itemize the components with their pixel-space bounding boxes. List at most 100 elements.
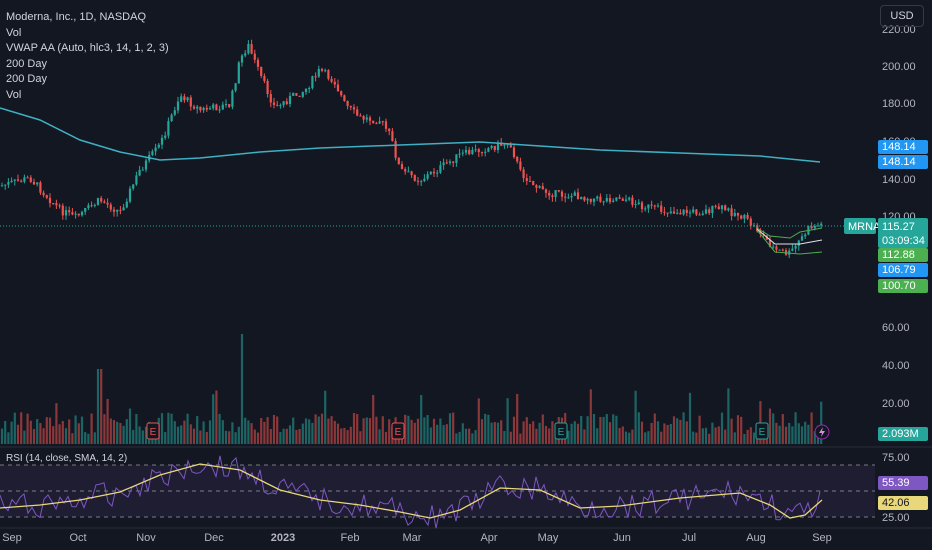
rsi-sma-badge-box <box>878 496 928 510</box>
volume-bar <box>666 424 669 444</box>
volume-bar <box>93 432 96 444</box>
candle-body <box>480 152 484 154</box>
legend-ma-2[interactable]: 200 Day <box>6 73 47 85</box>
volume-bar <box>77 423 80 444</box>
candle-body <box>68 210 71 213</box>
volume-bar <box>384 431 388 444</box>
volume-bar <box>52 426 55 444</box>
currency-button[interactable]: USD <box>880 5 924 27</box>
symbol-title[interactable]: Moderna, Inc., 1D, NASDAQ <box>6 11 146 23</box>
candle-body <box>407 171 410 173</box>
candle-body <box>52 203 55 205</box>
candle-body <box>208 108 212 110</box>
volume-bar <box>295 429 298 444</box>
volume-bar <box>464 428 468 444</box>
volume-bar <box>484 413 487 444</box>
candle-body <box>55 203 58 206</box>
volume-bar <box>653 413 656 444</box>
volume-bar <box>807 424 810 444</box>
legend-vol[interactable]: Vol <box>6 26 22 39</box>
volume-bar <box>119 422 122 444</box>
volume-bar <box>448 413 452 444</box>
candle-body <box>116 209 119 212</box>
candle-body <box>10 180 13 183</box>
candle-body <box>618 197 621 199</box>
candle-body <box>640 202 644 210</box>
volume-bar <box>45 417 48 444</box>
volume-bar <box>244 417 247 444</box>
candle-body <box>84 207 87 212</box>
volume-bar <box>781 414 784 444</box>
volume-bar <box>583 429 586 444</box>
volume-bar <box>503 430 506 444</box>
volume-bar <box>810 412 813 444</box>
volume-bar <box>205 431 208 444</box>
candle-body <box>682 209 685 215</box>
candle-body <box>538 186 541 188</box>
legend-ma-1[interactable]: 200 Day <box>6 57 47 70</box>
candle-body <box>231 90 234 107</box>
candle-body <box>109 204 112 210</box>
volume-bar <box>64 428 68 444</box>
earnings-marker-box <box>391 422 405 440</box>
candle-body <box>237 62 240 84</box>
candle-body <box>394 141 397 158</box>
candle-body <box>772 246 775 248</box>
volume-bar <box>224 430 228 444</box>
candle-body <box>800 236 804 241</box>
volume-bar <box>509 431 512 444</box>
volume-bar <box>490 422 493 444</box>
candle-body <box>122 207 125 211</box>
time-axis-label: Feb <box>341 532 360 544</box>
volume-bar <box>784 426 788 444</box>
candle-body <box>244 53 247 56</box>
volume-bar <box>304 418 308 444</box>
volume-bar <box>330 416 333 444</box>
candle-body <box>781 249 784 251</box>
candle-body <box>26 177 29 179</box>
volume-bar <box>164 432 167 444</box>
candle-body <box>688 212 692 214</box>
candle-body <box>445 162 448 164</box>
candle-body <box>365 117 368 120</box>
rsi-badge: 55.39 <box>882 477 910 489</box>
candle-body <box>96 198 100 205</box>
volume-bar <box>32 429 36 444</box>
candle-body <box>320 69 324 71</box>
candle-body <box>381 121 384 123</box>
candle-body <box>519 161 522 170</box>
volume-bar <box>717 426 720 444</box>
candle-body <box>298 95 301 97</box>
volume-bar <box>596 428 599 444</box>
symbol-badge: MRNA <box>848 221 881 233</box>
candle-body <box>493 145 496 151</box>
volume-bar <box>672 416 676 444</box>
candle-body <box>560 191 564 197</box>
candle-body <box>7 182 10 185</box>
candle-body <box>464 149 468 153</box>
price-tick-label: 140.00 <box>882 174 916 186</box>
volume-bar <box>199 430 202 444</box>
candle-body <box>400 164 404 170</box>
candle-body <box>391 131 394 142</box>
rsi-sma-badge: 42.06 <box>882 497 910 509</box>
candle-body <box>423 178 426 182</box>
rsi-legend[interactable]: RSI (14, close, SMA, 14, 2) <box>6 453 128 464</box>
volume-bar <box>413 422 416 444</box>
volume-bar <box>416 418 420 444</box>
candle-body <box>564 196 567 198</box>
legend-vol-2[interactable]: Vol <box>6 88 22 101</box>
volume-bar <box>167 412 170 444</box>
volume-bar <box>122 425 125 444</box>
candle-body <box>455 154 458 163</box>
volume-bar <box>160 413 164 444</box>
volume-bar <box>698 415 701 444</box>
candle-body <box>644 208 647 210</box>
volume-bar <box>346 430 349 444</box>
candle-body <box>170 114 173 122</box>
legend-vwap[interactable]: VWAP AA (Auto, hlc3, 14, 1, 2, 3) <box>6 42 169 54</box>
volume-bar <box>445 424 448 444</box>
candle-body <box>535 185 538 188</box>
volume-bar <box>429 427 432 444</box>
